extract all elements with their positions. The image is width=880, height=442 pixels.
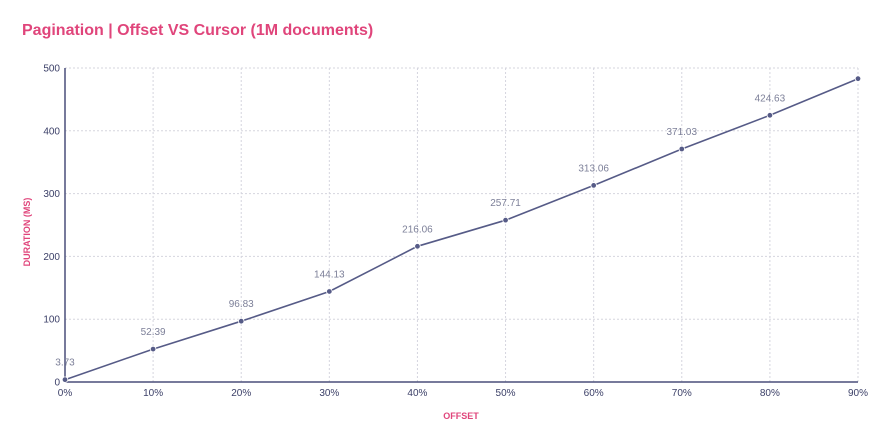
x-tick-label: 40% [407,388,427,399]
data-point [149,345,157,353]
y-tick-label: 300 [43,189,60,200]
data-point [414,243,421,250]
grid-layer [65,67,859,382]
x-tick-label: 60% [584,388,604,399]
data-label: 52.39 [141,327,166,338]
data-point [678,145,685,153]
x-axis-title: OFFSET [443,411,479,421]
data-label: 313.06 [578,163,609,174]
data-label: 257.71 [490,198,521,209]
y-axis-title: DURATION (MS) [22,198,32,267]
y-tick-label: 0 [54,378,60,389]
y-tick-label: 100 [43,315,60,326]
data-label: 144.13 [314,269,345,280]
x-tick-label: 80% [760,388,780,399]
data-label: 3.73 [55,358,75,369]
series-layer [61,75,862,383]
data-label: 424.63 [755,93,786,104]
x-tick-label: 0% [58,388,73,399]
y-tick-label: 400 [43,126,60,137]
x-tick-label: 10% [143,388,163,399]
y-tick-label: 500 [43,64,60,75]
x-tick-label: 30% [319,388,339,399]
x-tick-label: 20% [231,388,251,399]
chart-title: Pagination | Offset VS Cursor (1M docume… [22,22,374,39]
label-layer: 0 100 200 300 400 500 0% 10% 20% 30% 40% 50% 60% 70% 8… [43,64,868,400]
y-tick-label: 200 [43,252,60,263]
data-point [854,75,862,82]
data-point [61,376,69,383]
x-tick-label: 50% [496,388,516,399]
x-tick-label: 90% [848,388,868,399]
series-line [64,77,859,381]
data-point [590,182,597,189]
data-point [238,317,245,325]
data-label: 96.83 [229,299,254,310]
data-point [502,216,509,224]
data-point [326,288,333,295]
data-point [766,112,774,119]
x-tick-label: 70% [672,388,692,399]
data-label: 371.03 [666,127,697,138]
axis-layer [64,68,858,383]
data-label: 216.06 [402,224,433,235]
